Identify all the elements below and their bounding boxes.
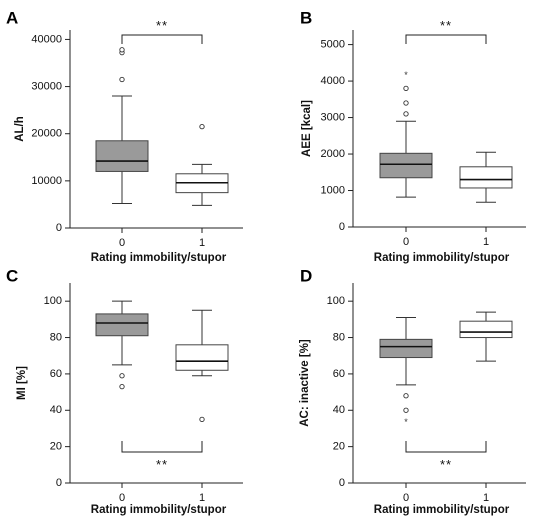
- outlier-point: [403, 85, 409, 92]
- bracket-line: [121, 34, 203, 44]
- y-tick-label: 40: [333, 404, 345, 416]
- box-group-rating-1: [459, 311, 513, 362]
- x-axis-title: Rating immobility/stupor: [374, 504, 510, 516]
- box-group-rating-1: [175, 123, 229, 206]
- panel-label: A: [6, 8, 18, 27]
- box-group-rating-0: *: [379, 317, 433, 427]
- outlier-point: [119, 76, 125, 83]
- x-tick-label: 1: [199, 237, 205, 249]
- y-tick-label: 0: [339, 477, 345, 489]
- panel-label: D: [300, 266, 312, 285]
- x-axis-title: Rating immobility/stupor: [91, 252, 227, 264]
- box-group-rating-1: [459, 151, 513, 203]
- box-group-rating-0: [95, 47, 149, 204]
- x-tick-label: 1: [483, 236, 489, 248]
- box-iqr: [95, 140, 149, 172]
- box-iqr: [95, 313, 149, 337]
- y-tick-label: 0: [56, 477, 62, 489]
- box-iqr: [175, 344, 229, 371]
- x-tick-label: 0: [119, 237, 125, 249]
- extreme-point: *: [404, 417, 408, 427]
- y-tick-label: 20: [50, 441, 62, 453]
- outlier-point: [403, 407, 409, 413]
- y-axis-title: MI [%]: [16, 366, 28, 400]
- outlier-point: [199, 416, 205, 423]
- panel-label: C: [6, 266, 18, 285]
- box-iqr: [459, 320, 513, 339]
- y-tick-label: 20: [333, 441, 345, 453]
- outlier-point: [199, 123, 205, 130]
- x-tick-label: 0: [119, 492, 125, 504]
- y-tick-label: 40: [50, 404, 62, 416]
- box-group-rating-0: *: [379, 70, 433, 198]
- outlier-point: [119, 373, 125, 379]
- significance-marker: **: [440, 457, 452, 472]
- outlier-point: [403, 111, 409, 117]
- box-iqr: [379, 338, 433, 359]
- box-iqr: [459, 166, 513, 189]
- y-axis-title: AEE [kcal]: [301, 100, 313, 157]
- y-tick-label: 5000: [321, 38, 345, 50]
- bracket-line: [405, 34, 487, 44]
- y-tick-label: 100: [327, 295, 345, 307]
- box-group-rating-0: [95, 300, 149, 390]
- outlier-point: [119, 47, 125, 53]
- x-tick-label: 0: [403, 236, 409, 248]
- significance-marker: **: [156, 457, 168, 472]
- y-tick-label: 40000: [31, 33, 62, 45]
- outlier-point: [403, 393, 409, 399]
- significance-bracket: **: [405, 18, 487, 44]
- y-tick-label: 100: [44, 295, 62, 307]
- y-tick-label: 2000: [321, 148, 345, 160]
- y-axis-title: AC: inactive [%]: [299, 339, 311, 427]
- y-tick-label: 0: [56, 222, 62, 234]
- outlier-point: [403, 100, 409, 106]
- x-tick-label: 1: [483, 492, 489, 504]
- y-tick-label: 10000: [31, 175, 62, 187]
- outlier-point: [119, 383, 125, 390]
- y-tick-label: 3000: [321, 111, 345, 123]
- y-axis-title: AL/h: [14, 116, 26, 142]
- y-tick-label: 0: [339, 221, 345, 233]
- x-axis-title: Rating immobility/stupor: [91, 504, 227, 516]
- bracket-line: [121, 441, 203, 453]
- panel-label: B: [300, 8, 312, 27]
- y-tick-label: 30000: [31, 80, 62, 92]
- extreme-point: *: [404, 70, 408, 80]
- x-axis-title: Rating immobility/stupor: [374, 252, 510, 264]
- y-tick-label: 1000: [321, 184, 345, 196]
- y-tick-label: 60: [50, 368, 62, 380]
- significance-marker: **: [440, 18, 452, 33]
- significance-marker: **: [156, 18, 168, 33]
- significance-bracket: **: [121, 441, 203, 472]
- significance-bracket: **: [121, 18, 203, 44]
- x-tick-label: 1: [199, 492, 205, 504]
- panel-b: B 0 1000 2000 3000 4000 5000 0 1 Rating immobilit…: [300, 8, 526, 264]
- panel-a: A 0 10000 20000 30000 40000 0 1 Rating immobilit…: [6, 8, 243, 264]
- y-tick-label: 20000: [31, 128, 62, 140]
- y-tick-label: 80: [333, 331, 345, 343]
- box-iqr: [379, 152, 433, 179]
- bracket-line: [405, 441, 487, 453]
- x-tick-label: 0: [403, 492, 409, 504]
- significance-bracket: **: [405, 441, 487, 472]
- box-group-rating-1: [175, 309, 229, 423]
- y-tick-label: 60: [333, 368, 345, 380]
- y-tick-label: 80: [50, 331, 62, 343]
- y-tick-label: 4000: [321, 75, 345, 87]
